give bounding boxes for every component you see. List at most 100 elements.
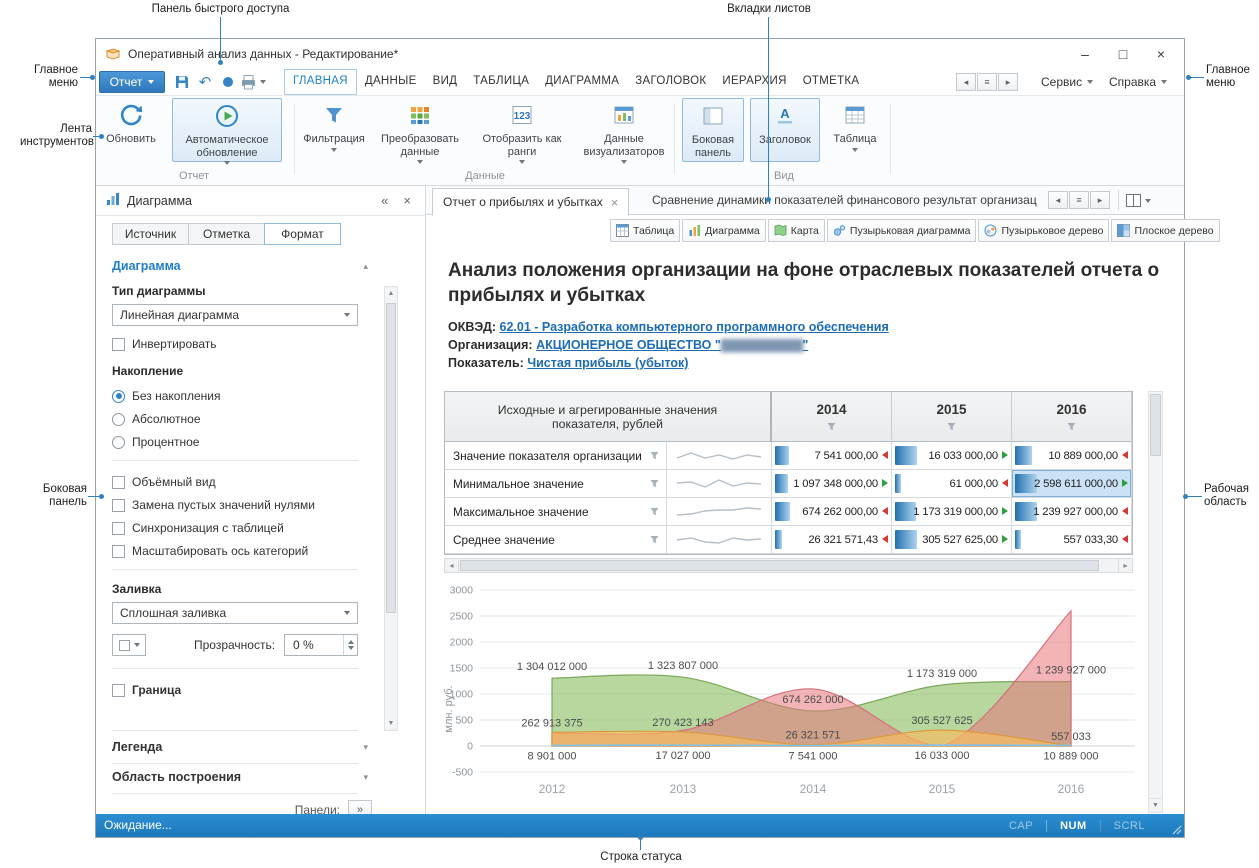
fill-color-button[interactable]: [112, 634, 146, 656]
filter-icon[interactable]: [649, 450, 660, 461]
table-view-button[interactable]: Таблица: [826, 100, 884, 152]
work-area-scrollbar[interactable]: ▼: [1148, 391, 1163, 813]
transparency-spinner[interactable]: 0 %: [284, 634, 358, 656]
column-header-2016[interactable]: 2016: [1012, 392, 1132, 442]
scroll-down-icon[interactable]: ▼: [387, 720, 395, 727]
table-value-cell[interactable]: 1 097 348 000,00: [772, 470, 892, 498]
filter-icon[interactable]: [826, 421, 837, 432]
table-value-cell[interactable]: 10 889 000,00: [1012, 442, 1132, 470]
print-options-button[interactable]: [257, 73, 269, 91]
scroll-right-icon[interactable]: ▸: [1118, 558, 1133, 573]
tab-source[interactable]: Источник: [112, 223, 189, 245]
table-row-label[interactable]: Среднее значение: [445, 526, 667, 554]
organization-link[interactable]: АКЦИОНЕРНОЕ ОБЩЕСТВО "████████████": [536, 338, 808, 352]
print-button[interactable]: [238, 73, 258, 91]
service-menu[interactable]: Сервис: [1041, 69, 1094, 95]
table-value-cell[interactable]: 61 000,00: [892, 470, 1012, 498]
tab-vid[interactable]: ВИД: [432, 75, 458, 87]
table-value-cell[interactable]: 557 033,30: [1012, 526, 1132, 554]
ribbon-scroll-left-button[interactable]: ◂: [956, 73, 976, 91]
visualizer-chart-button[interactable]: Диаграмма: [682, 219, 766, 242]
filter-icon[interactable]: [649, 534, 660, 545]
scroll-down-icon[interactable]: ▼: [1149, 798, 1162, 812]
visualizer-bubble-tree-button[interactable]: Пузырьковое дерево: [978, 219, 1110, 242]
sheet-list-button[interactable]: ≡: [1069, 191, 1089, 209]
spinner-arrows[interactable]: [343, 635, 357, 655]
header-toggle-button[interactable]: A Заголовок: [750, 98, 820, 162]
undo-button[interactable]: ↶: [195, 73, 215, 91]
sheet-scroll-right-button[interactable]: ▸: [1090, 191, 1110, 209]
table-value-cell[interactable]: 26 321 571,43: [772, 526, 892, 554]
filtering-button[interactable]: Фильтрация: [302, 100, 366, 152]
tab-diagramma[interactable]: ДИАГРАММА: [545, 75, 620, 87]
table-value-cell[interactable]: 16 033 000,00: [892, 442, 1012, 470]
filter-icon[interactable]: [649, 506, 660, 517]
table-row-label[interactable]: Минимальное значение: [445, 470, 667, 498]
chart-type-select[interactable]: Линейная диаграмма: [112, 304, 358, 326]
sheet-scroll-left-button[interactable]: ◂: [1048, 191, 1068, 209]
refresh-button[interactable]: Обновить: [102, 100, 160, 146]
stack-percent-radio[interactable]: [112, 435, 125, 449]
tab-glavnaya[interactable]: ГЛАВНАЯ: [284, 69, 357, 95]
table-value-cell[interactable]: 674 262 000,00: [772, 498, 892, 526]
border-checkbox[interactable]: [112, 683, 125, 697]
comment-button[interactable]: [218, 73, 238, 91]
close-panel-icon[interactable]: ×: [403, 193, 411, 208]
fill-type-select[interactable]: Сплошная заливка: [112, 602, 358, 624]
help-menu[interactable]: Справка: [1109, 69, 1168, 95]
table-value-cell[interactable]: 305 527 625,00: [892, 526, 1012, 554]
section-chart[interactable]: Диаграмма ▴: [112, 259, 368, 273]
stack-absolute-radio[interactable]: [112, 412, 125, 426]
scroll-left-icon[interactable]: ◂: [444, 558, 459, 573]
column-header-2015[interactable]: 2015: [892, 392, 1012, 442]
visualizer-data-button[interactable]: Данные визуализаторов: [576, 100, 672, 164]
indicator-link[interactable]: Чистая прибыль (убыток): [527, 356, 689, 370]
table-h-scrollbar[interactable]: ◂ ▸: [444, 558, 1133, 573]
sheet-tab-active[interactable]: Отчет о прибылях и убытках ×: [432, 188, 630, 216]
volume-view-checkbox[interactable]: [112, 475, 125, 489]
show-as-ranks-button[interactable]: 123 Отобразить как ранги: [474, 100, 570, 164]
maximize-button[interactable]: □: [1118, 46, 1128, 62]
sync-with-table-checkbox[interactable]: [112, 521, 125, 535]
tab-otmetka[interactable]: ОТМЕТКА: [802, 75, 860, 87]
filter-icon[interactable]: [946, 421, 957, 432]
tab-dannye[interactable]: ДАННЫЕ: [364, 75, 417, 87]
visualizer-bubble-chart-button[interactable]: Пузырьковая диаграмма: [826, 219, 977, 242]
ribbon-scroll-right-button[interactable]: ▸: [998, 73, 1018, 91]
tab-format[interactable]: Формат: [264, 223, 341, 245]
collapse-panel-icon[interactable]: «: [381, 193, 389, 208]
table-value-cell[interactable]: 1 239 927 000,00: [1012, 498, 1132, 526]
report-menu-button[interactable]: Отчет: [99, 71, 165, 93]
tab-ierarhiya[interactable]: ИЕРАРХИЯ: [722, 75, 787, 87]
replace-empty-checkbox[interactable]: [112, 498, 125, 512]
close-tab-icon[interactable]: ×: [610, 194, 619, 210]
table-row-label[interactable]: Максимальное значение: [445, 498, 667, 526]
save-button[interactable]: [172, 73, 192, 91]
stack-none-radio[interactable]: [112, 389, 125, 403]
table-row-label[interactable]: Значение показателя организации: [445, 442, 667, 470]
table-header-merged[interactable]: Исходные и агрегированные значения показ…: [445, 392, 772, 442]
table-value-cell[interactable]: 2 598 611 000,00: [1012, 470, 1132, 498]
side-panel-toggle-button[interactable]: Боковая панель: [682, 98, 744, 162]
scrollbar-thumb[interactable]: [386, 303, 396, 613]
scrollbar-thumb[interactable]: [460, 560, 1100, 571]
side-panel-scrollbar[interactable]: ▲ ▼: [384, 286, 398, 731]
visualizer-flat-tree-button[interactable]: Плоское дерево: [1111, 219, 1220, 242]
table-value-cell[interactable]: 7 541 000,00: [772, 442, 892, 470]
column-header-2014[interactable]: 2014: [772, 392, 892, 442]
auto-refresh-button[interactable]: Автоматическое обновление: [172, 98, 282, 165]
okved-link[interactable]: 62.01 - Разработка компьютерного програм…: [499, 320, 889, 334]
close-button[interactable]: ×: [1156, 46, 1166, 62]
sheet-tab-inactive[interactable]: Сравнение динамики показателей финансово…: [652, 186, 1037, 215]
sparkline-cell[interactable]: [667, 498, 772, 526]
filter-icon[interactable]: [1066, 421, 1077, 432]
scrollbar-track[interactable]: [459, 558, 1118, 573]
visualizer-table-button[interactable]: Таблица: [610, 219, 681, 242]
sparkline-cell[interactable]: [667, 442, 772, 470]
transform-data-button[interactable]: Преобразовать данные: [372, 100, 468, 164]
resize-grip[interactable]: [1170, 823, 1182, 835]
scale-category-axis-checkbox[interactable]: [112, 544, 125, 558]
minimize-button[interactable]: –: [1081, 46, 1089, 62]
layout-split-button[interactable]: [1126, 190, 1151, 211]
sparkline-cell[interactable]: [667, 526, 772, 554]
